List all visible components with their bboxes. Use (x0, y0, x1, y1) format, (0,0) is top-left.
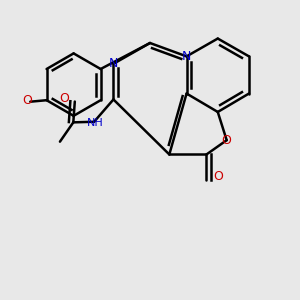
Text: N: N (182, 50, 191, 63)
Text: O: O (222, 134, 232, 147)
Text: NH: NH (87, 118, 104, 128)
Text: O: O (213, 170, 223, 183)
Text: O: O (22, 94, 32, 107)
Text: O: O (59, 92, 69, 105)
Text: N: N (109, 57, 118, 70)
